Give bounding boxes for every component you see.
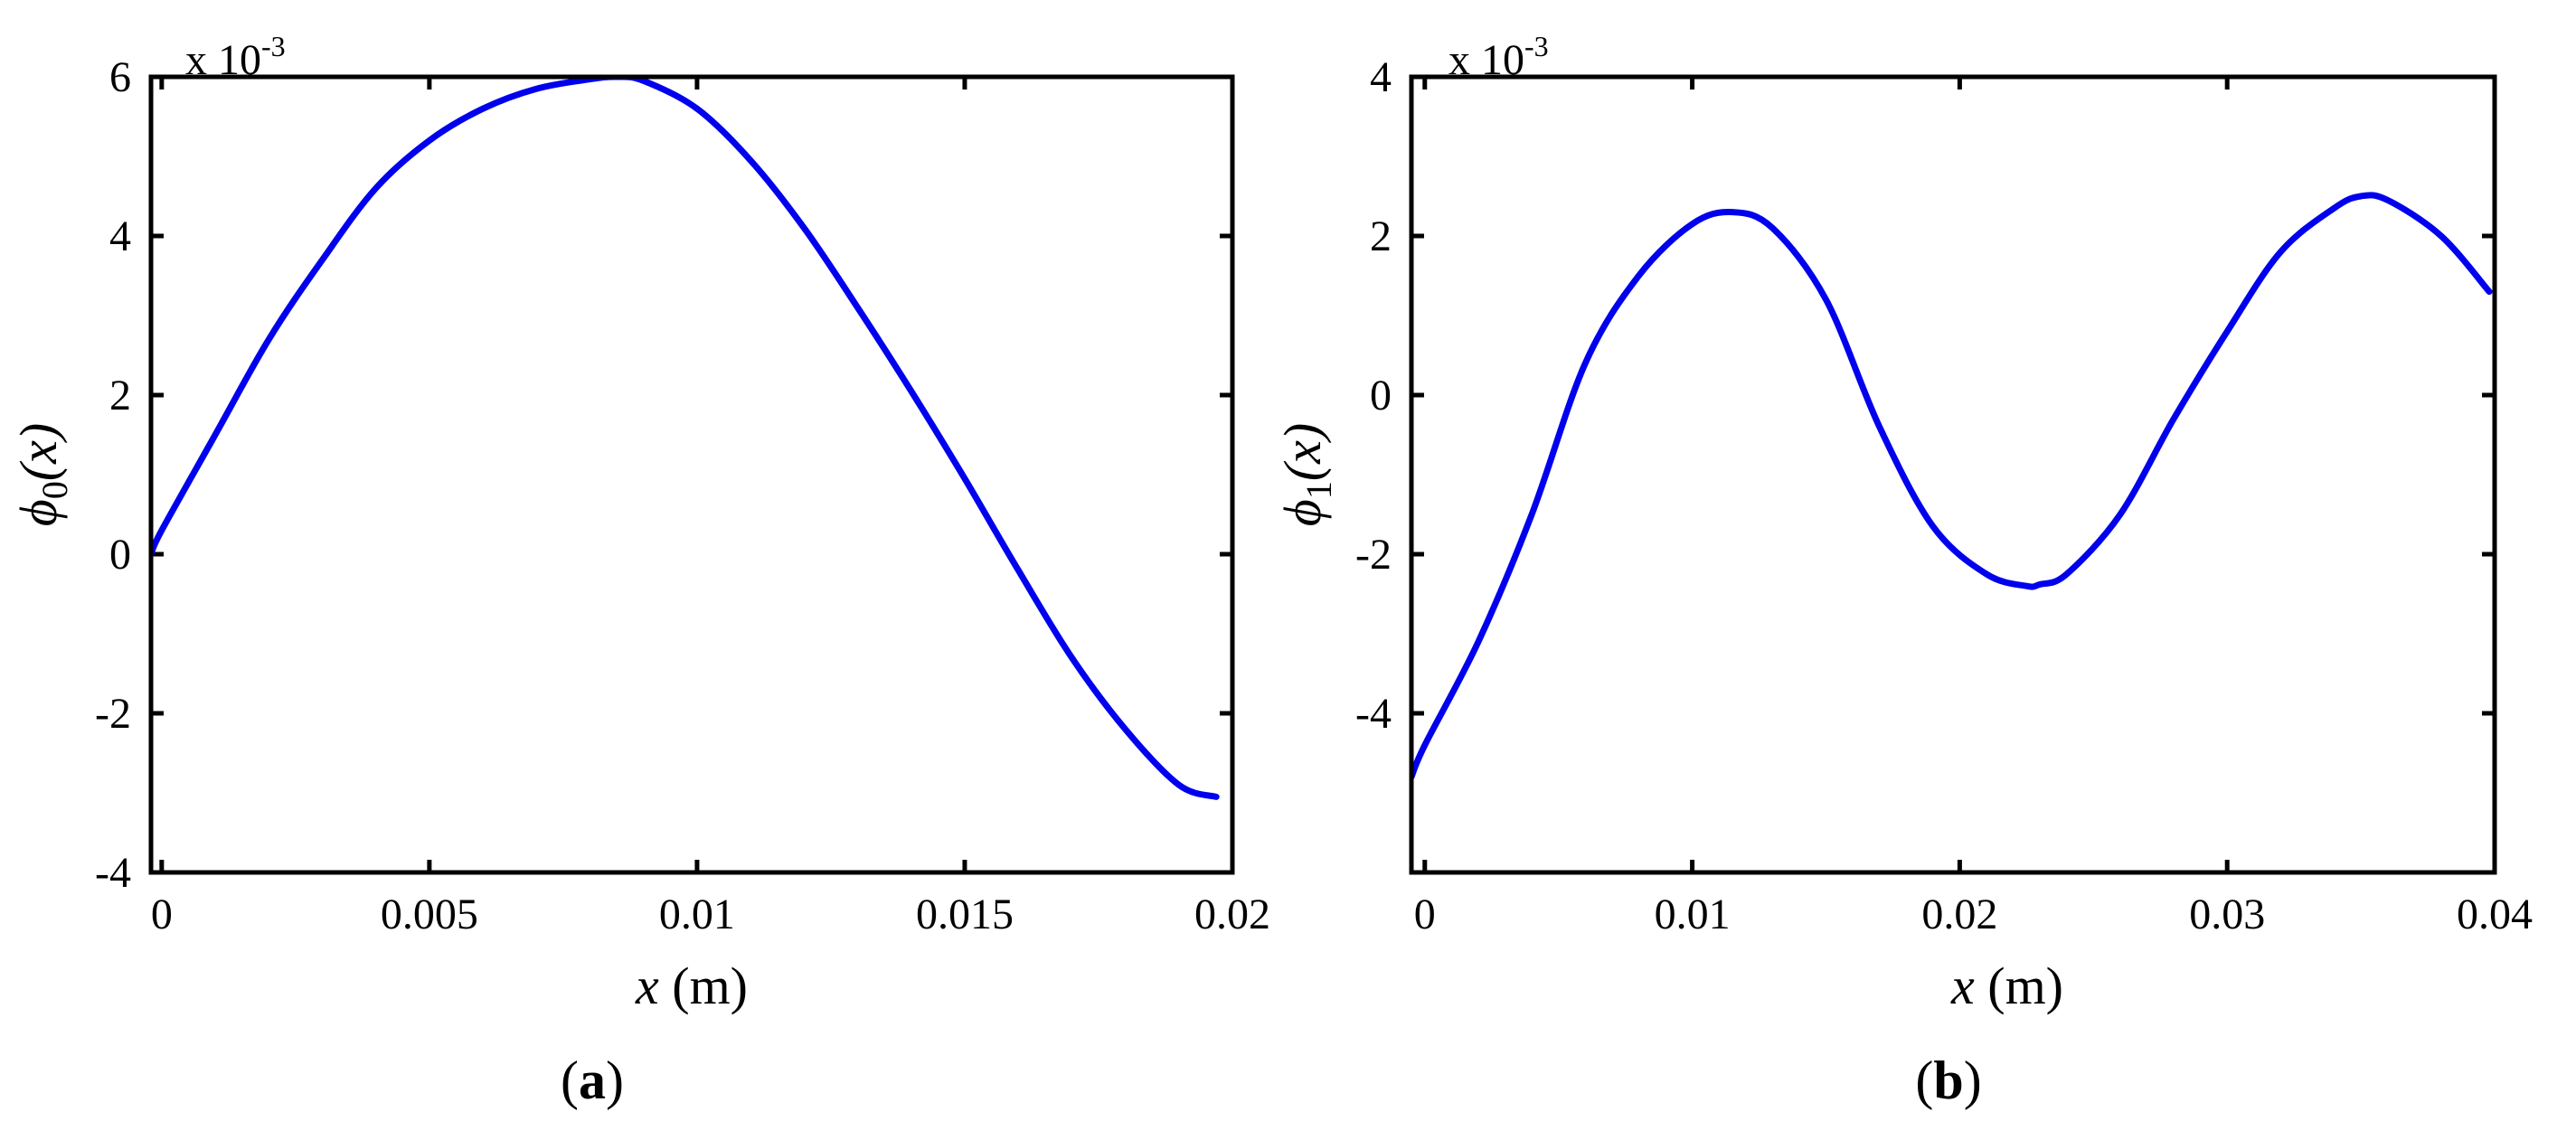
x-axis-label-b: x (m) [1950, 957, 2063, 1015]
curve-layer-a [151, 77, 1220, 800]
y-tick-label: 4 [1370, 53, 1392, 101]
x-tick-label: 0.02 [1194, 891, 1270, 938]
x-tick-label: 0.01 [659, 891, 735, 938]
y-tick-label: 0 [109, 531, 131, 579]
y-tick-label: -4 [95, 849, 131, 897]
plot-frame-a [148, 74, 1235, 875]
ticks-b: 0 0.01 0.02 0.03 0.04 -4 -2 0 2 4 [1355, 53, 2533, 938]
series-line-0 [151, 77, 1220, 800]
x-tick-label: 0.02 [1921, 891, 1997, 938]
x-tick-label: 0.01 [1655, 891, 1731, 938]
x-tick-label: 0.03 [2189, 891, 2265, 938]
y-axis-label-b: ϕ1(x) [1273, 423, 1339, 526]
y-tick-label: -2 [1355, 531, 1392, 579]
y-tick-label: 2 [1370, 212, 1392, 260]
y-tick-label: 0 [1370, 372, 1392, 419]
x-axis-label-a: x (m) [635, 957, 748, 1015]
ticks-a: 0 0.005 0.01 0.015 0.02 -4 -2 0 2 4 6 [95, 53, 1270, 938]
panel-label-a: (a) [561, 1051, 624, 1110]
x-tick-label: 0 [151, 891, 173, 938]
y-tick-label: 6 [109, 53, 131, 101]
plot-frame-b [1409, 74, 2497, 875]
panel-label-b: (b) [1915, 1051, 1981, 1110]
series-line-0 [1411, 192, 2493, 780]
y-tick-label: 4 [109, 212, 131, 260]
x-tick-label: 0.015 [916, 891, 1014, 938]
y-tick-label: 2 [109, 372, 131, 419]
y-axis-label-a: ϕ0(x) [9, 423, 75, 526]
x-tick-label: 0.04 [2457, 891, 2533, 938]
curve-layer-b [1411, 192, 2493, 780]
x-tick-label: 0.005 [381, 891, 478, 938]
x-tick-label: 0 [1414, 891, 1436, 938]
y-tick-label: -4 [1355, 690, 1392, 738]
y-tick-label: -2 [95, 690, 131, 738]
